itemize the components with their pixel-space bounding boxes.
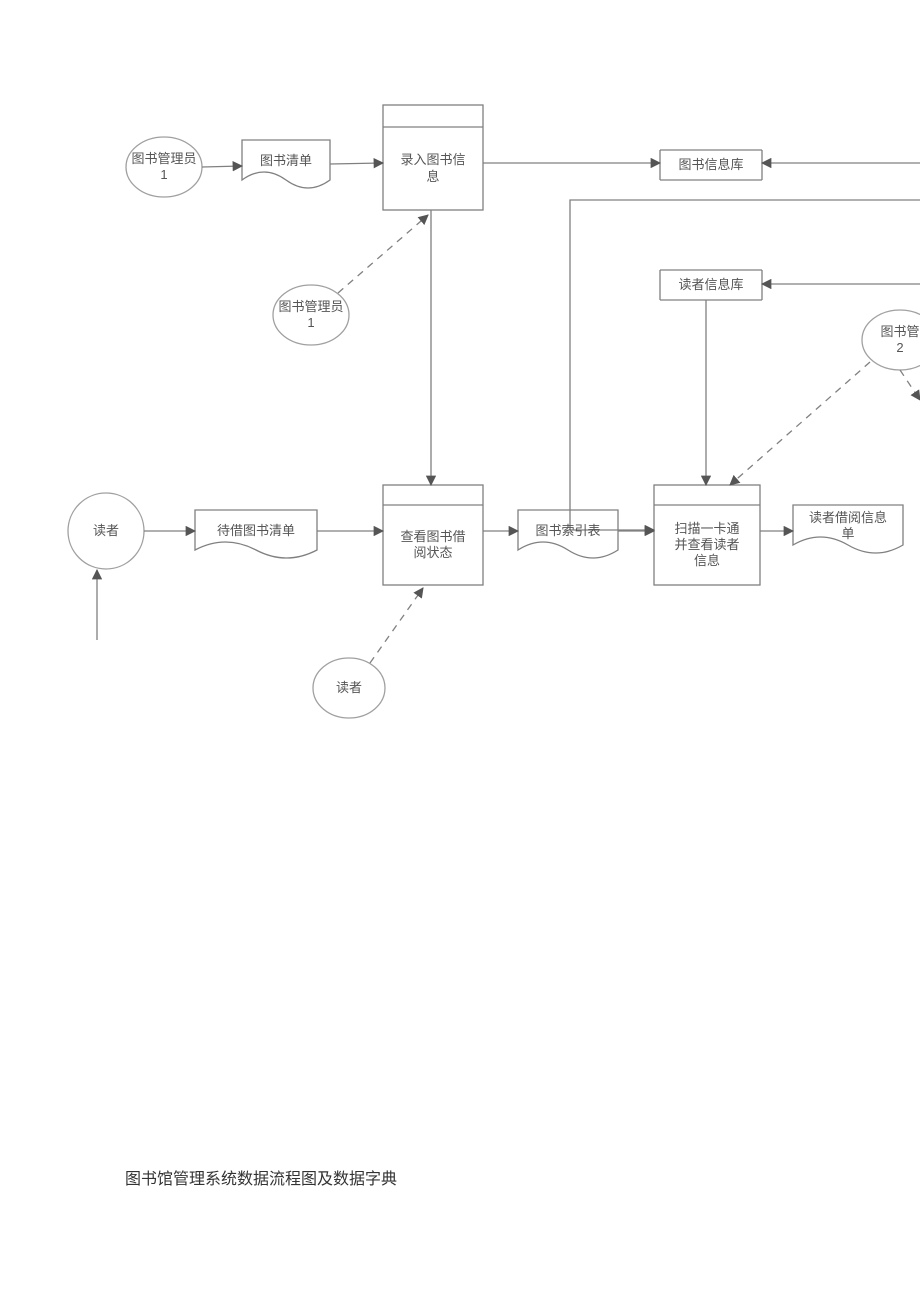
edge-reader_b-proc_check (370, 588, 423, 663)
edge-adm2-right4 (900, 370, 920, 400)
edge-adm1b-proc_entry (338, 215, 428, 293)
edge-adm2-proc_scan (730, 362, 870, 485)
caption: 图书馆管理系统数据流程图及数据字典 (125, 1165, 397, 1189)
edge-adm1a-doc_list (202, 166, 242, 167)
diagram-svg (0, 0, 920, 1301)
edge-doc_list-proc_entry (330, 163, 383, 164)
diagram-stage: 图书管理员1图书清单录入图书信息图书信息库读者信息库图书管理员1图书管2读者待借… (0, 0, 920, 1301)
